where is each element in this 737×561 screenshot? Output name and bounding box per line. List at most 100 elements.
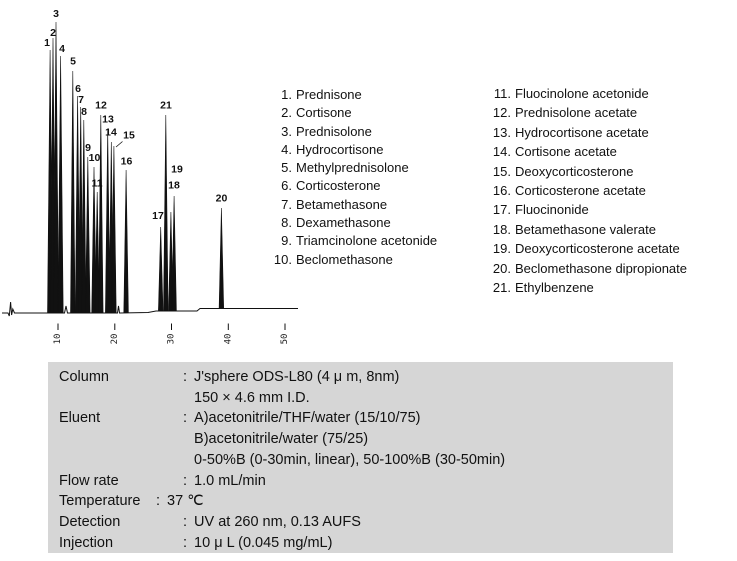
condition-row: Eluent: A)acetonitrile/THF/water (15/10/7… xyxy=(59,408,673,429)
peak-15-label: 15 xyxy=(123,130,135,142)
legend-item-number: 2. xyxy=(281,105,292,121)
peak-6-label: 6 xyxy=(75,83,81,95)
legend-item: 5. Methylprednisolone xyxy=(273,159,437,177)
legend-item: 18. Betamethasone valerate xyxy=(492,220,687,239)
legend-item-name: Fluocinonide xyxy=(515,202,589,218)
legend-item-name: Prednisolone xyxy=(296,123,372,139)
condition-colon: : xyxy=(183,513,188,530)
peak-2-label: 2 xyxy=(50,27,56,39)
peak-16-label: 16 xyxy=(121,156,133,168)
legend-item-number: 11. xyxy=(493,86,511,101)
legend-item-number: 19. xyxy=(492,241,511,257)
condition-label: Eluent xyxy=(59,410,101,427)
legend-item-number: 8. xyxy=(281,215,292,231)
peak-1-label: 1 xyxy=(44,37,50,49)
legend-item-number: 21. xyxy=(492,280,511,296)
condition-value: J'sphere ODS-L80 (4 μ m, 8nm) xyxy=(194,369,400,385)
condition-value: 150 × 4.6 mm I.D. xyxy=(194,389,310,406)
peak-20 xyxy=(218,207,225,309)
legend-item-number: 6. xyxy=(281,178,292,194)
legend-item: 21. Ethylbenzene xyxy=(492,278,687,297)
condition-label: Injection xyxy=(59,534,114,551)
condition-value: UV at 260 nm, 0.13 AUFS xyxy=(194,513,361,530)
peak-7-label: 7 xyxy=(78,94,84,106)
peak-12-label: 12 xyxy=(95,100,107,112)
legend-item-name: Corticosterone acetate xyxy=(515,183,646,199)
legend-item-name: Ethylbenzene xyxy=(515,280,594,296)
peak-10-label: 10 xyxy=(89,152,101,164)
peak-9-label: 9 xyxy=(85,142,91,154)
condition-label xyxy=(59,450,183,471)
condition-row: :0-50%B (0-30min, linear), 50-100%B (30-… xyxy=(59,450,673,471)
legend-item-number: 13. xyxy=(492,124,511,140)
condition-value: 37 ℃ xyxy=(167,493,204,510)
legend-item: 17. Fluocinonide xyxy=(492,200,687,219)
condition-label: Column xyxy=(59,369,109,385)
condition-value: 1.0 mL/min xyxy=(194,472,266,489)
legend-item: 8. Dexamethasone xyxy=(273,214,437,232)
condition-row: Injection:10 μ L (0.045 mg/mL) xyxy=(59,533,673,554)
condition-row: Temperature:37 ℃ xyxy=(59,491,673,512)
legend-item-name: Dexamethasone xyxy=(296,215,391,231)
legend-item-number: 3. xyxy=(281,123,292,139)
condition-value: B)acetonitrile/water (75/25) xyxy=(194,431,369,448)
peak-15-leader-line xyxy=(115,141,123,148)
compound-list-column-2: 11. Fluocinolone acetonide 12. Prednisolone… xyxy=(492,84,687,297)
peak-19 xyxy=(171,195,177,311)
legend-item-name: Betamethasone xyxy=(296,196,388,212)
peak-5-label: 5 xyxy=(70,56,76,68)
condition-colon: : xyxy=(183,369,188,385)
condition-label: Temperature xyxy=(59,493,141,510)
x-axis-tick-label: 10 xyxy=(53,334,63,345)
condition-colon: : xyxy=(156,493,161,510)
legend-item-name: Beclomethasone dipropionate xyxy=(515,260,688,276)
legend-item-number: 17. xyxy=(492,202,511,218)
legend-item: 7. Betamethasone xyxy=(273,196,437,214)
legend-item-number: 20. xyxy=(492,260,511,276)
legend-item: 20. Beclomethasone dipropionate xyxy=(492,259,687,278)
legend-item-name: Cortisone acetate xyxy=(515,144,617,160)
legend-item-name: Deoxycorticosterone xyxy=(515,163,634,179)
legend-item: 2. Cortisone xyxy=(273,104,437,122)
peak-5 xyxy=(70,70,76,313)
legend-item: 13. Hydrocortisone acetate xyxy=(492,123,687,142)
condition-colon: : xyxy=(183,472,188,489)
peak-18-label: 18 xyxy=(168,180,180,192)
compound-list-column-1: 1. Prednisone 2. Cortisone 3. Prednisolone 4. H… xyxy=(273,86,437,269)
peak-15 xyxy=(111,145,117,313)
legend-item: 16. Corticosterone acetate xyxy=(492,181,687,200)
legend-item-number: 1. xyxy=(281,87,292,102)
peak-4-label: 4 xyxy=(59,43,65,55)
legend-item: 11. Fluocinolone acetonide xyxy=(492,84,687,103)
peak-12 xyxy=(98,114,104,313)
legend-item-name: Hydrocortisone acetate xyxy=(515,124,649,140)
peak-16 xyxy=(123,169,129,313)
peak-4 xyxy=(57,55,64,313)
condition-colon: : xyxy=(183,534,188,551)
legend-item-number: 4. xyxy=(281,141,292,157)
legend-item-name: Beclomethasone xyxy=(296,251,393,267)
legend-item-number: 7. xyxy=(281,196,292,212)
condition-row: Detection: UV at 260 nm, 0.13 AUFS xyxy=(59,512,673,533)
legend-item-name: Hydrocortisone xyxy=(296,141,384,157)
legend-item-name: Cortisone xyxy=(296,105,352,121)
peak-21-label: 21 xyxy=(160,100,172,112)
legend-item-number: 15. xyxy=(492,163,511,179)
legend-item: 15. Deoxycorticosterone xyxy=(492,162,687,181)
legend-item: 14. Cortisone acetate xyxy=(492,142,687,161)
conditions-box: Column:J'sphere ODS-L80 (4 μ m, 8nm):150… xyxy=(48,362,673,553)
legend-item: 9. Triamcinolone acetonide xyxy=(273,232,437,250)
condition-row: Column: J'sphere ODS-L80 (4 μ m, 8nm) xyxy=(59,367,673,388)
legend-item: 1. Prednisone xyxy=(273,86,437,104)
condition-label xyxy=(59,388,183,409)
peak-9 xyxy=(85,156,91,313)
legend-item-number: 5. xyxy=(281,160,292,176)
peak-17 xyxy=(158,226,164,311)
legend-item: 4. Hydrocortisone xyxy=(273,141,437,159)
peak-11 xyxy=(94,191,100,313)
legend-item-number: 10. xyxy=(273,251,292,267)
peak-20-label: 20 xyxy=(216,193,228,205)
legend-item-number: 16. xyxy=(492,183,511,199)
